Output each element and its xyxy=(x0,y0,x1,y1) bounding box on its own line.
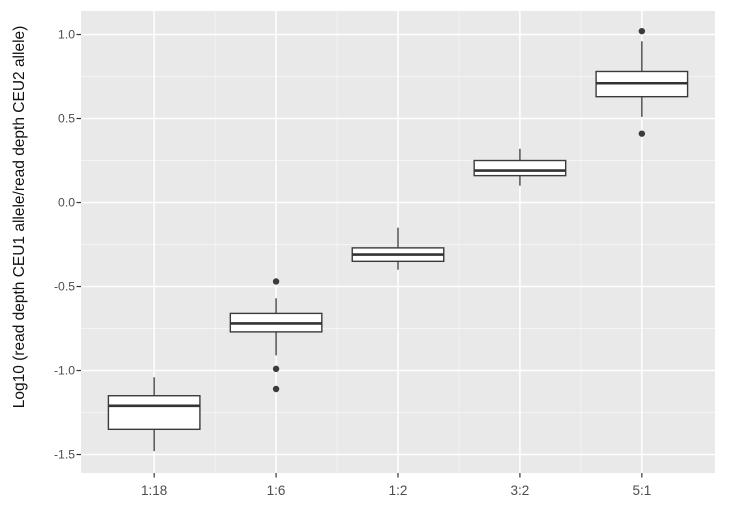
x-tick-label: 1:2 xyxy=(389,483,408,498)
outlier-point xyxy=(272,385,280,393)
box-group-1:6 xyxy=(229,278,323,393)
outlier-point xyxy=(638,27,646,35)
outlier-point xyxy=(638,130,646,137)
outlier-point xyxy=(272,278,280,285)
box-body xyxy=(107,395,201,431)
box-group-5:1 xyxy=(595,27,689,137)
x-tick-label: 1:18 xyxy=(141,483,167,498)
box-body xyxy=(473,159,567,177)
box-group-1:18 xyxy=(107,377,201,452)
x-tick-label: 5:1 xyxy=(632,483,651,498)
y-tick-label: 0.0 xyxy=(58,196,75,210)
y-tick-label: -1.0 xyxy=(54,364,75,378)
box-group-1:2 xyxy=(351,227,445,270)
outlier-point xyxy=(272,365,280,373)
y-tick-label: 0.5 xyxy=(58,112,75,126)
x-tick-label: 1:6 xyxy=(267,483,286,498)
y-axis-title: Log10 (read depth CEU1 allele/read depth… xyxy=(11,26,28,409)
y-tick-label: 1.0 xyxy=(58,28,75,42)
box-group-3:2 xyxy=(473,148,567,186)
y-tick-label: -1.5 xyxy=(54,448,75,462)
y-tick-label: -0.5 xyxy=(54,280,75,294)
x-tick-label: 3:2 xyxy=(511,483,530,498)
